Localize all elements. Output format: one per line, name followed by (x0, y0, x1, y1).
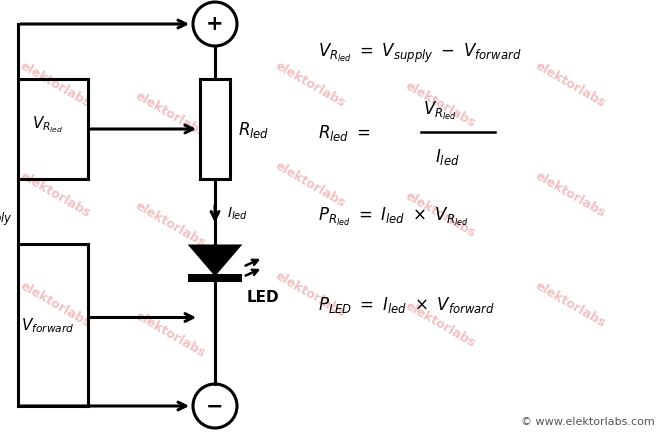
Text: $P_{LED}\ =\ I_{led}\ \times\ V_{forward}$: $P_{LED}\ =\ I_{led}\ \times\ V_{forward… (318, 294, 495, 314)
Text: elektorlabs: elektorlabs (402, 79, 477, 130)
Text: elektorlabs: elektorlabs (133, 199, 208, 250)
Text: $V_{R_{led}}$: $V_{R_{led}}$ (423, 100, 457, 122)
Text: elektorlabs: elektorlabs (532, 59, 607, 110)
Text: $V_{R_{led}}\ =\ V_{supply}\ -\ V_{forward}$: $V_{R_{led}}\ =\ V_{supply}\ -\ V_{forwa… (318, 41, 522, 65)
Text: −: − (206, 396, 223, 416)
Text: elektorlabs: elektorlabs (532, 169, 607, 220)
Text: $V_{R_{led}}$: $V_{R_{led}}$ (32, 115, 64, 135)
Text: $V_{supply}$: $V_{supply}$ (0, 204, 13, 227)
Text: $R_{led}$: $R_{led}$ (238, 120, 269, 140)
Text: $V_{forward}$: $V_{forward}$ (21, 316, 75, 335)
Text: elektorlabs: elektorlabs (133, 89, 208, 140)
Text: elektorlabs: elektorlabs (18, 169, 92, 220)
Text: $I_{led}$: $I_{led}$ (227, 205, 248, 221)
Text: elektorlabs: elektorlabs (272, 269, 347, 319)
Text: elektorlabs: elektorlabs (402, 189, 477, 240)
Text: $R_{led}\ =$: $R_{led}\ =$ (318, 123, 371, 143)
Text: elektorlabs: elektorlabs (18, 279, 92, 329)
Text: elektorlabs: elektorlabs (133, 309, 208, 359)
Polygon shape (191, 247, 239, 274)
Text: elektorlabs: elektorlabs (272, 59, 347, 110)
Text: $P_{R_{led}}\ =\ I_{led}\ \times\ V_{R_{led}}$: $P_{R_{led}}\ =\ I_{led}\ \times\ V_{R_{… (318, 205, 469, 227)
Text: © www.elektorlabs.com: © www.elektorlabs.com (521, 416, 655, 426)
Text: $I_{led}$: $I_{led}$ (435, 147, 459, 167)
Text: LED: LED (247, 290, 280, 305)
Bar (200, 80, 230, 180)
Bar (188, 274, 242, 282)
Text: +: + (206, 14, 224, 34)
Text: elektorlabs: elektorlabs (18, 59, 92, 110)
Text: elektorlabs: elektorlabs (532, 279, 607, 329)
Text: elektorlabs: elektorlabs (272, 159, 347, 210)
Text: elektorlabs: elektorlabs (402, 299, 477, 349)
